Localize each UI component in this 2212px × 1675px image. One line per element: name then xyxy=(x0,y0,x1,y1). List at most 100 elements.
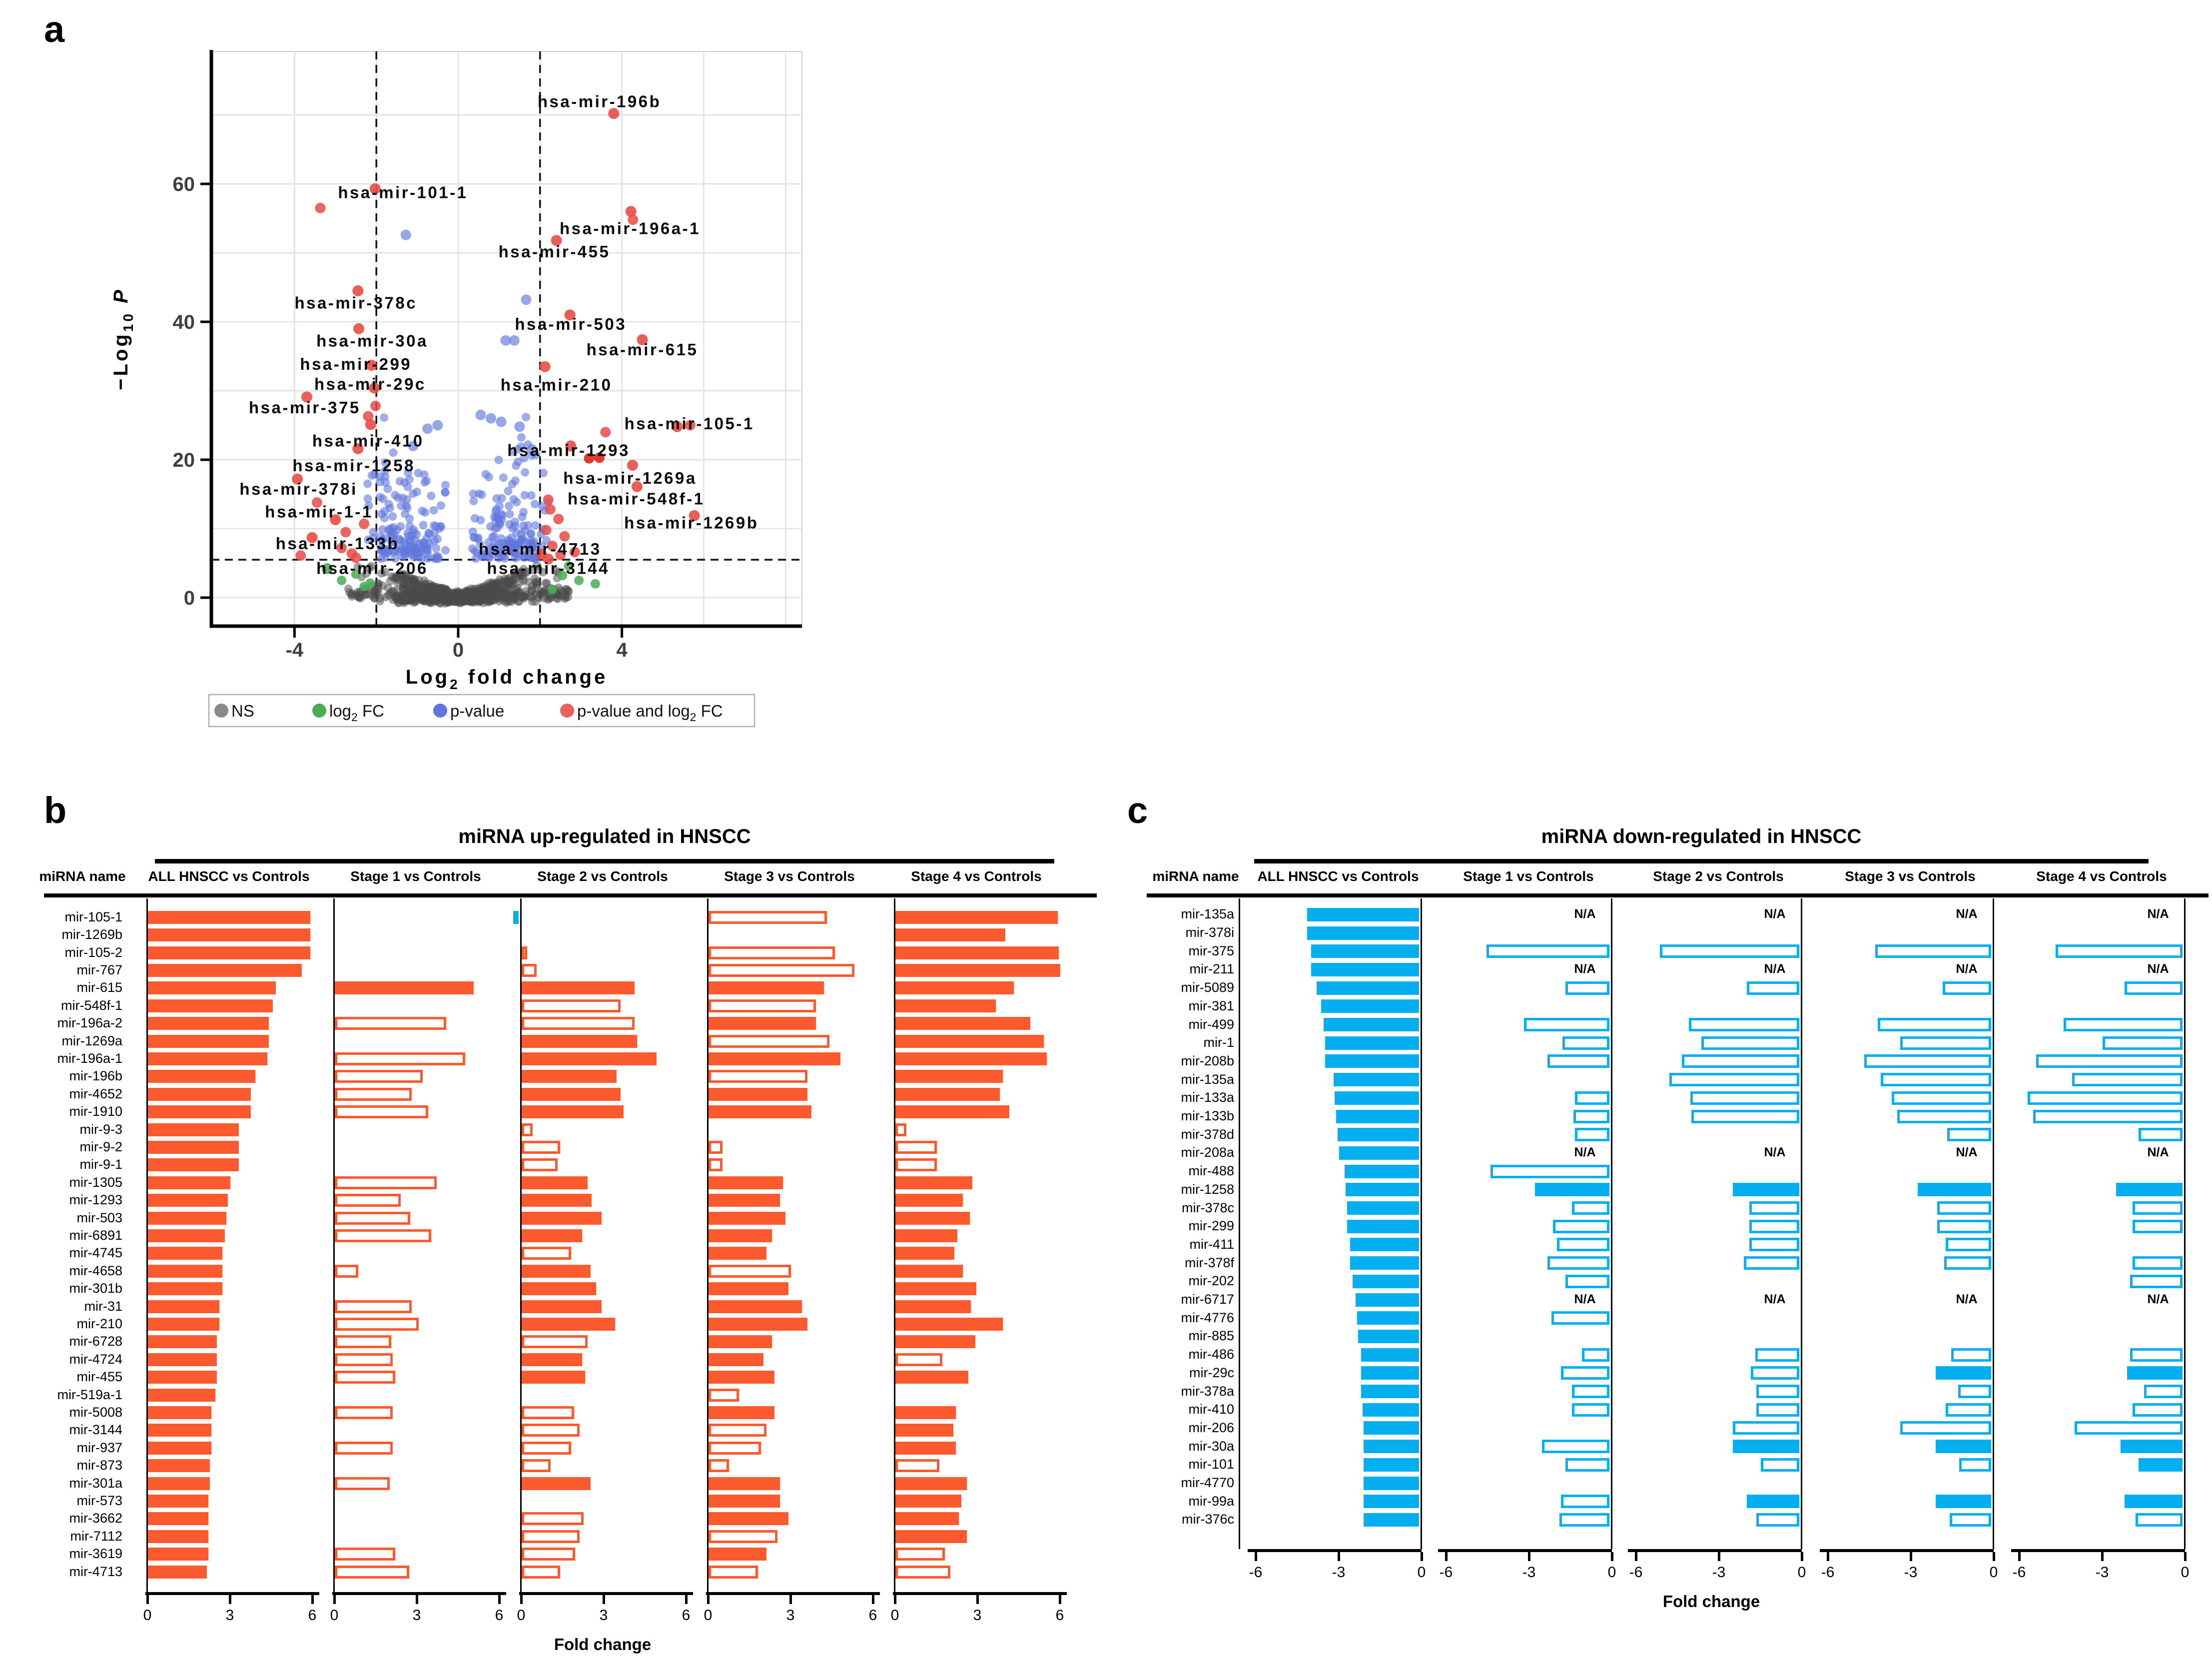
fold-bar xyxy=(895,1229,957,1242)
ns-point xyxy=(422,583,431,592)
fold-bar-outline xyxy=(709,1530,777,1543)
column-header: ALL HNSCC vs Controls xyxy=(1257,868,1419,884)
fold-bar xyxy=(1307,926,1419,940)
both-point xyxy=(363,411,374,422)
point-label: hsa-mir-133b xyxy=(276,534,399,553)
labeled-point xyxy=(353,323,364,334)
p-point xyxy=(538,542,547,551)
fold-bar xyxy=(895,928,1005,942)
volcano-plot: -4 0 4 0 20 40 60 hsa-mir-196b hsa-mir-101-1 hsa-… xyxy=(75,9,824,749)
axis-tick xyxy=(894,1595,896,1604)
p-point xyxy=(404,468,413,477)
mirna-name-label: mir-1269a xyxy=(61,1033,122,1048)
fold-bar xyxy=(148,1494,208,1508)
both-point xyxy=(569,547,580,558)
ns-point xyxy=(374,579,383,588)
fold-bar-outline xyxy=(709,1140,723,1154)
p-point xyxy=(416,548,425,557)
mirna-name-label: mir-486 xyxy=(1188,1347,1234,1362)
fc-point xyxy=(590,579,600,589)
axis-line xyxy=(1820,1549,1994,1552)
ns-point xyxy=(377,569,386,578)
na-label: N/A xyxy=(1956,962,1978,976)
mirna-name-label: mir-4713 xyxy=(69,1564,122,1579)
fold-bar-outline xyxy=(335,1264,358,1278)
fold-bar xyxy=(1364,1495,1419,1509)
mirna-name-label: mir-105-2 xyxy=(64,944,122,960)
fold-bar xyxy=(1335,1091,1419,1105)
mirna-name-label: mir-873 xyxy=(76,1458,122,1473)
na-label: N/A xyxy=(2147,962,2169,976)
fold-bar xyxy=(1733,1440,1799,1454)
fold-bar xyxy=(1324,1018,1419,1032)
mirna-name-label: mir-376c xyxy=(1181,1512,1234,1527)
both-point xyxy=(336,543,347,554)
p-point xyxy=(422,476,431,485)
p-point xyxy=(430,521,438,530)
axis-tick xyxy=(498,1595,501,1604)
fold-bar-outline xyxy=(522,1512,584,1526)
fold-bar xyxy=(1364,1476,1419,1490)
fold-bar xyxy=(895,1494,961,1508)
axis-line xyxy=(519,1592,693,1595)
fold-bar-outline xyxy=(1574,1091,1609,1105)
axis-tick xyxy=(1421,1552,1423,1561)
p-point xyxy=(429,506,438,515)
fold-change-label: Fold change xyxy=(1662,1592,1760,1611)
p-point xyxy=(430,554,439,563)
fold-bar xyxy=(709,1353,763,1366)
mirna-name-label: mir-4652 xyxy=(69,1086,122,1101)
column-header: Stage 4 vs Controls xyxy=(2036,868,2167,884)
both-point xyxy=(295,550,306,561)
p-point xyxy=(423,546,432,555)
point-label: hsa-mir-30a xyxy=(316,331,428,350)
fold-bar xyxy=(522,1264,591,1278)
fold-bar xyxy=(148,1105,251,1119)
y-tick-label: 20 xyxy=(173,449,195,471)
point-label: hsa-mir-410 xyxy=(312,431,424,450)
labeled-point xyxy=(637,334,648,345)
labeled-point xyxy=(631,481,643,492)
fold-bar xyxy=(1733,1183,1799,1197)
p-point xyxy=(369,534,378,543)
fold-bar xyxy=(1347,1219,1419,1233)
mirna-name-label: mir-615 xyxy=(76,980,122,995)
axis-tick-label: 6 xyxy=(308,1607,317,1624)
p-point xyxy=(437,501,445,510)
mirna-name-label: mir-133a xyxy=(1181,1090,1234,1105)
axis-tick-label: 3 xyxy=(599,1607,608,1624)
p-point xyxy=(441,546,450,555)
fold-bar xyxy=(148,1300,219,1313)
column-header: Stage 2 vs Controls xyxy=(1653,868,1784,884)
fold-bar xyxy=(522,1371,585,1384)
fold-bar-outline xyxy=(335,1229,431,1242)
fold-bar xyxy=(709,1494,780,1508)
fold-bar-outline xyxy=(1562,1036,1609,1050)
fold-bar xyxy=(895,1406,956,1419)
fold-bar-outline xyxy=(335,1565,409,1579)
labeled-point xyxy=(608,108,620,119)
fold-bar xyxy=(1936,1440,1991,1454)
column-separator xyxy=(520,898,522,1592)
point-label: hsa-mir-299 xyxy=(300,355,412,373)
fold-bar xyxy=(1362,1403,1419,1417)
axis-tick-label: 0 xyxy=(330,1607,339,1624)
axis-tick xyxy=(685,1595,688,1604)
p-point xyxy=(476,540,485,549)
column-separator xyxy=(1801,898,1802,1549)
p-point xyxy=(527,491,536,500)
fold-bar-outline xyxy=(2130,1274,2183,1288)
fold-bar xyxy=(709,1017,816,1030)
fold-bar-outline xyxy=(709,1388,739,1402)
fold-bar-outline xyxy=(895,1548,945,1561)
fold-bar-outline xyxy=(1547,1256,1609,1270)
p-point xyxy=(400,229,411,240)
point-label: hsa-mir-29c xyxy=(314,375,426,393)
axis-tick xyxy=(311,1595,314,1604)
p-point xyxy=(388,512,397,521)
ns-point xyxy=(489,579,498,588)
mirna-name-label: mir-7112 xyxy=(70,1528,122,1544)
fold-bar-outline xyxy=(1541,1440,1609,1454)
fold-bar-outline xyxy=(1701,1036,1799,1050)
labeled-point xyxy=(672,421,683,432)
